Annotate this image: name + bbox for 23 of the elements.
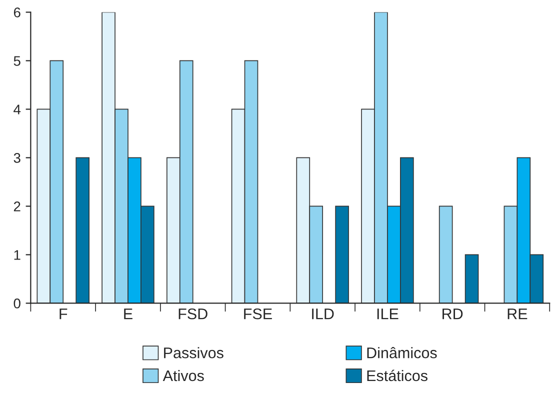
x-tick-label: F — [60, 308, 68, 320]
y-tick-label: 1 — [14, 250, 20, 260]
x-tick-label: FSD — [178, 308, 208, 320]
legend-label: Dinâmicos — [367, 347, 437, 358]
x-tick-label: ILE — [377, 308, 398, 320]
x-tick-label: E — [124, 308, 132, 320]
x-tick-label: ILD — [312, 308, 334, 320]
legend-label: Estáticos — [367, 370, 428, 382]
bar — [76, 157, 90, 304]
x-tick-label: RE — [508, 308, 528, 320]
y-tick-label: 6 — [14, 8, 20, 18]
y-tick-label: 4 — [14, 104, 21, 114]
legend-label: Passivos — [164, 347, 224, 358]
x-tick-label: RD — [442, 308, 463, 320]
bar — [464, 254, 479, 304]
x-tick-label: FSE — [244, 308, 272, 320]
bar — [438, 206, 453, 304]
bar — [335, 206, 349, 304]
y-tick-label: 3 — [14, 153, 20, 163]
y-tick-label: 0 — [14, 298, 20, 308]
legend-label: Ativos — [162, 370, 204, 382]
y-tick-label: 5 — [14, 56, 20, 66]
y-tick-label: 2 — [14, 202, 20, 212]
